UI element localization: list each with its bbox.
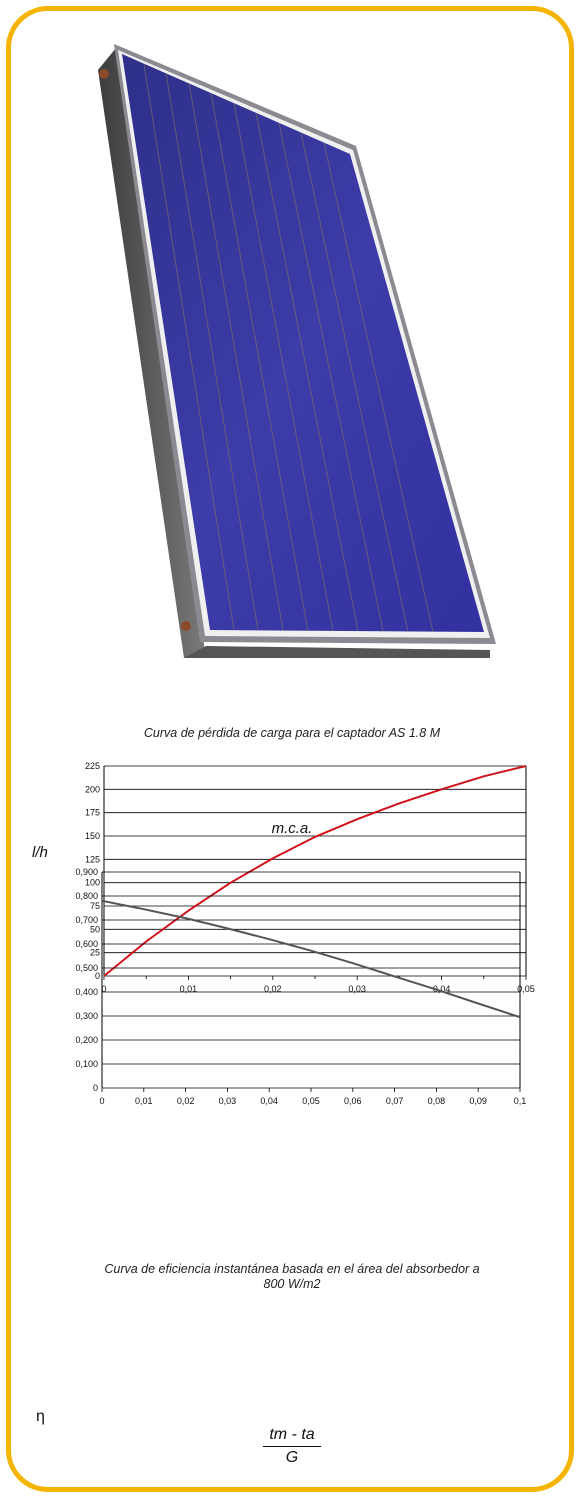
chart1-series-line	[103, 765, 527, 977]
panel-connector-bottom	[181, 621, 191, 631]
chart1-ylabel: l/h	[32, 844, 48, 861]
chart2-x-tick-label: 0	[99, 1096, 104, 1106]
chart1-x-tick-label: 0,04	[433, 984, 451, 994]
chart1-y-tick-label: 200	[85, 784, 100, 794]
chart1-xlabel: m.c.a.	[271, 820, 313, 837]
chart1-y-tick-label: 0	[95, 971, 100, 981]
chart1-y-tick-label: 75	[90, 901, 100, 911]
chart2-y-tick-label: 0,700	[75, 915, 98, 925]
chart1-y-tick-label: 150	[85, 831, 100, 841]
chart2-y-tick-label: 0,400	[75, 987, 98, 997]
chart2-series-line	[101, 899, 521, 1019]
chart2-y-tick-label: 0,100	[75, 1059, 98, 1069]
chart2-y-tick-label: 0	[93, 1083, 98, 1093]
chart2-y-tick-label: 0,200	[75, 1035, 98, 1045]
chart2-title: Curva de eficiencia instantánea basada e…	[0, 1262, 584, 1292]
chart2-x-tick-label: 0,06	[344, 1096, 362, 1106]
chart2-x-tick-label: 0,1	[514, 1096, 527, 1106]
chart2-x-tick-label: 0,04	[260, 1096, 278, 1106]
solar-panel-image	[60, 30, 522, 685]
chart1-x-tick-label: 0,05	[517, 984, 535, 994]
chart1-x-tick-label: 0,01	[180, 984, 198, 994]
chart2-x-tick-label: 0,02	[177, 1096, 195, 1106]
panel-connector-top	[99, 69, 109, 79]
chart2-y-tick-label: 0,500	[75, 963, 98, 973]
chart2-ylabel: η	[36, 1408, 45, 1425]
chart2-x-tick-label: 0,07	[386, 1096, 404, 1106]
chart2-y-tick-label: 0,900	[75, 867, 98, 877]
chart2-x-tick-label: 0,05	[302, 1096, 320, 1106]
chart1-y-tick-label: 175	[85, 808, 100, 818]
chart2-y-tick-label: 0,600	[75, 939, 98, 949]
chart2-x-tick-label: 0,01	[135, 1096, 153, 1106]
panel-bottom-edge	[184, 646, 490, 658]
chart1-x-tick-label: 0	[101, 984, 106, 994]
panel-stripes	[143, 63, 434, 633]
chart1-x-tick-label: 0,02	[264, 984, 282, 994]
chart1-x-tick-label: 0,03	[348, 984, 366, 994]
chart2-title-text: Curva de eficiencia instantánea basada e…	[104, 1262, 480, 1291]
chart2-x-tick-label: 0,03	[219, 1096, 237, 1106]
chart1-y-tick-label: 25	[90, 948, 100, 958]
chart2-x-tick-label: 0,08	[428, 1096, 446, 1106]
chart2-xlabel-denominator: G	[285, 1449, 299, 1466]
chart2-x-tick-label: 0,09	[469, 1096, 487, 1106]
chart2-xlabel: tm - ta G	[0, 1426, 584, 1467]
chart1-y-tick-label: 100	[85, 878, 100, 888]
chart1-title: Curva de pérdida de carga para el captad…	[143, 726, 441, 740]
chart2-y-tick-label: 0,300	[75, 1011, 98, 1021]
chart2-plot: 00,1000,2000,3000,4000,5000,6000,7000,80…	[75, 867, 526, 1106]
panel-side	[98, 48, 206, 658]
solar-panel-drawing	[98, 44, 496, 658]
chart2-y-tick-label: 0,800	[75, 891, 98, 901]
panel-glass	[122, 54, 484, 632]
chart1-y-tick-label: 50	[90, 924, 100, 934]
chart1-y-tick-label: 125	[85, 854, 100, 864]
chart1-y-tick-label: 225	[85, 761, 100, 771]
chart2-xlabel-numerator: tm - ta	[263, 1426, 321, 1447]
